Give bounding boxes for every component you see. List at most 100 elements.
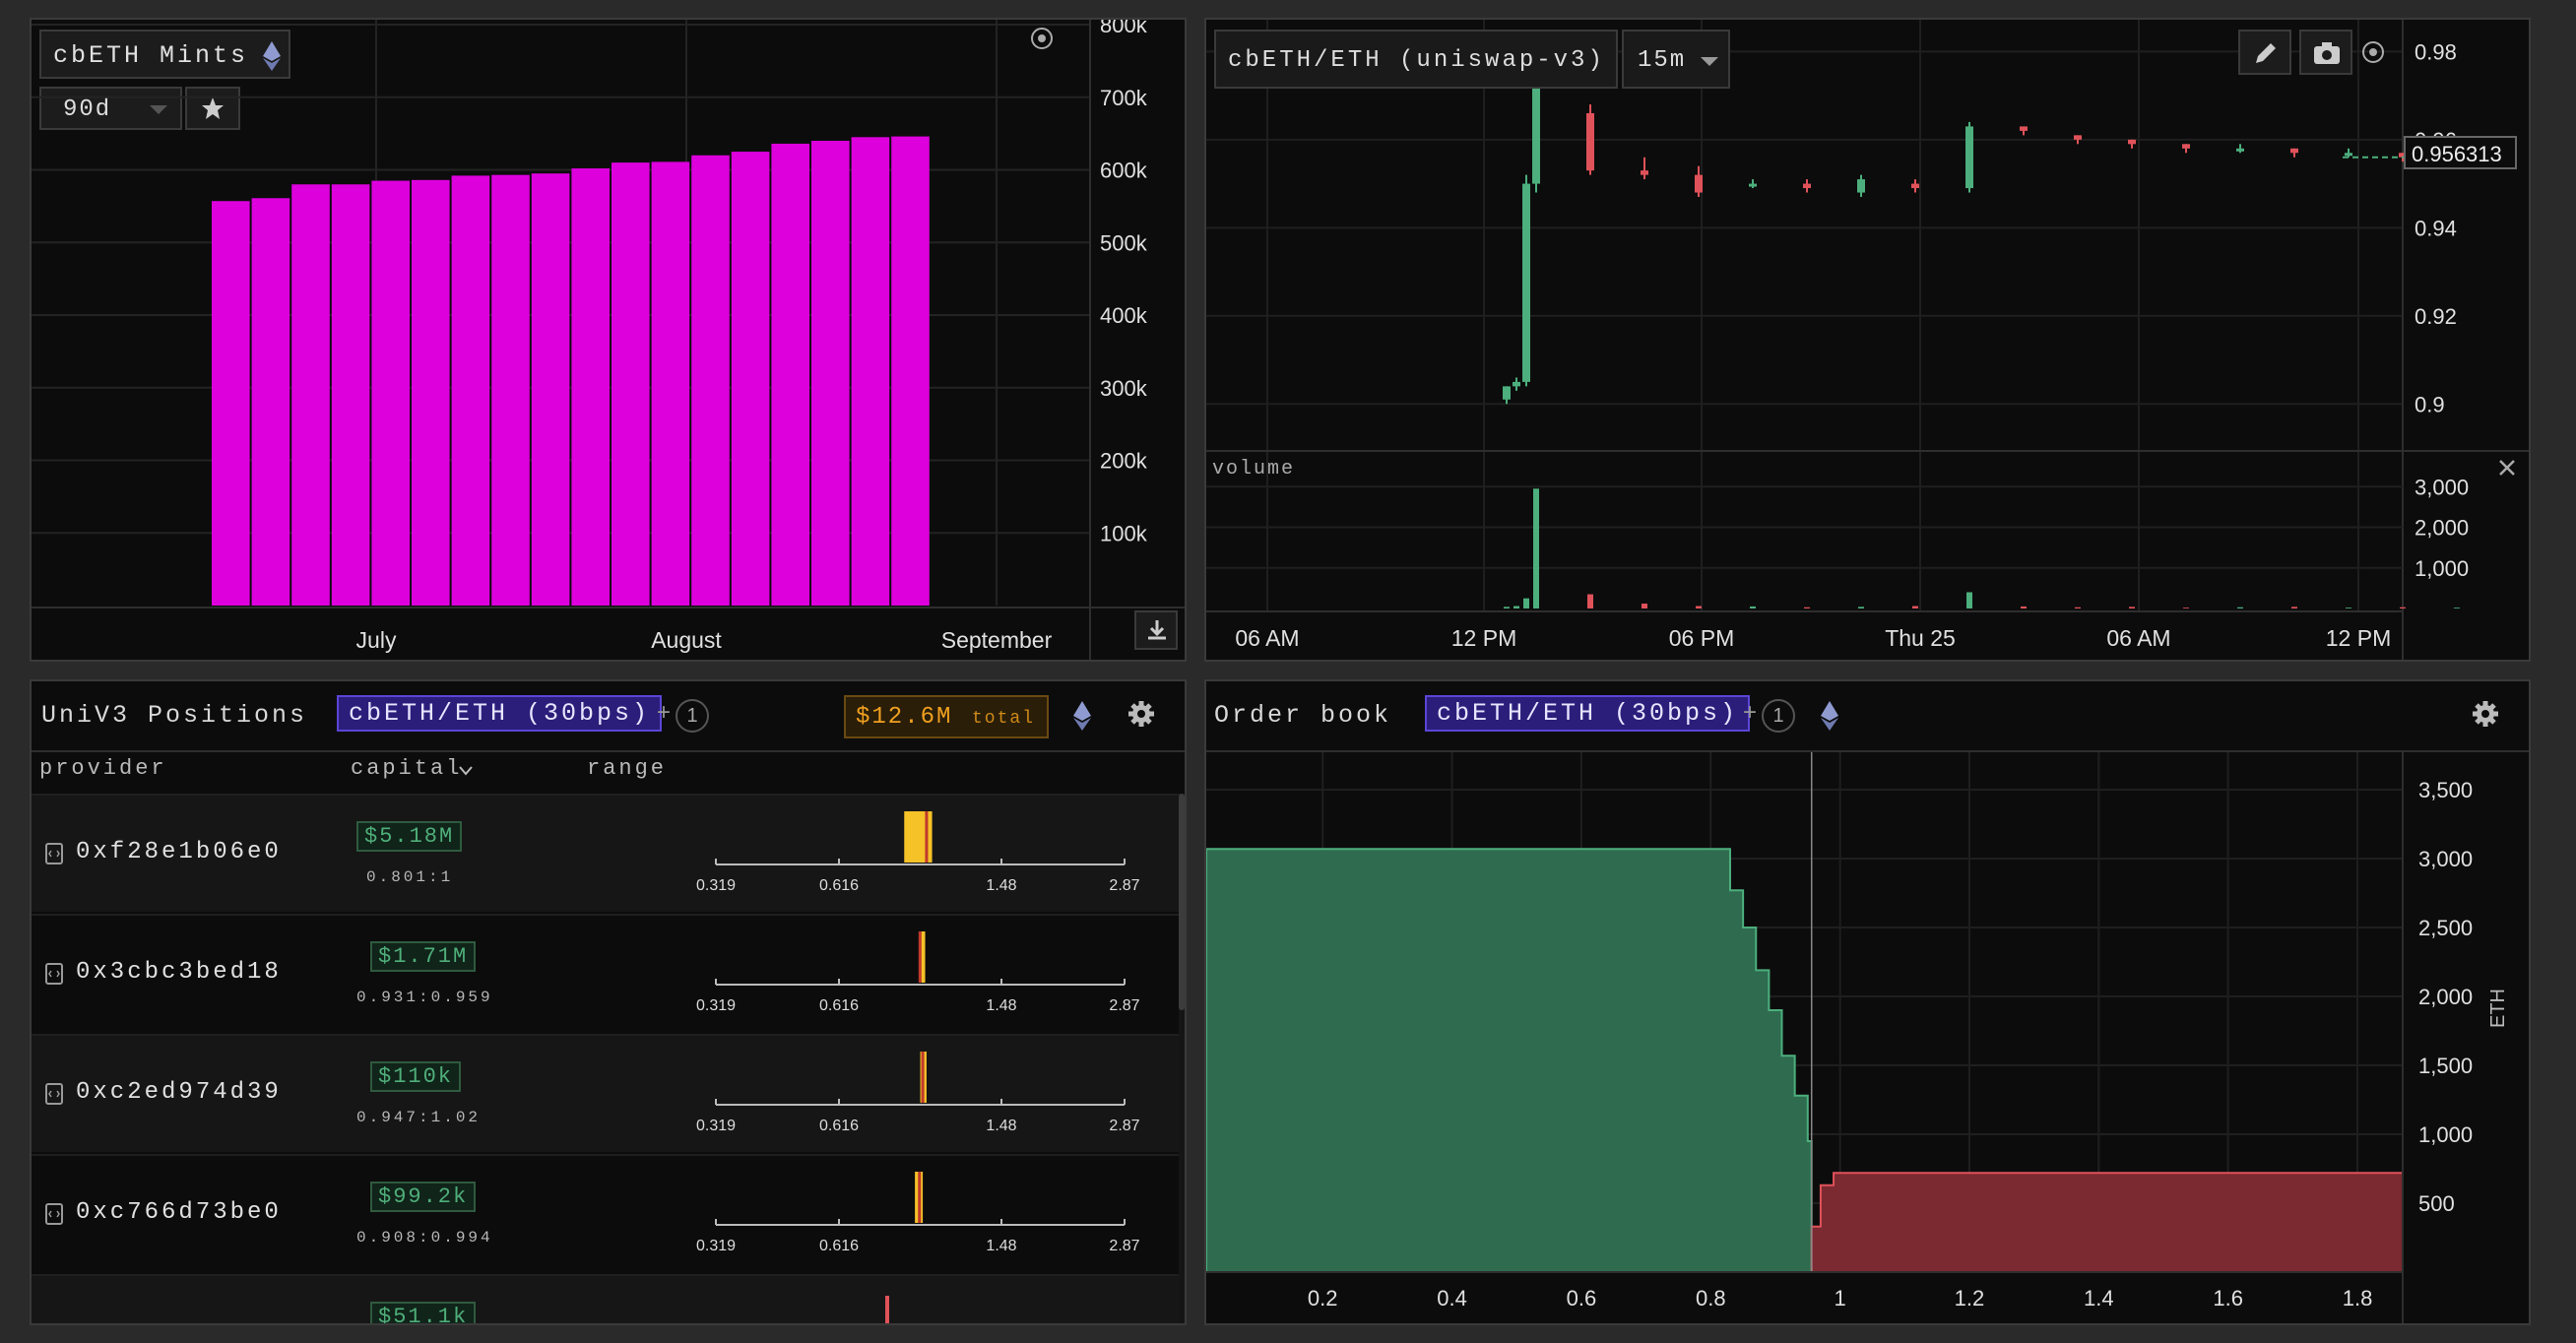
bar [691,155,730,606]
capital-value: $1.71M [370,941,477,972]
add-pair-plus[interactable]: + [657,699,672,726]
y-tick-label: 1,500 [2418,1054,2473,1078]
provider-address[interactable]: 0xc766d73be0 [76,1199,282,1226]
scrollbar-thumb[interactable] [1179,794,1185,1010]
provider-address[interactable]: 0xf28e1b06e0 [76,839,282,865]
range-mark [885,1296,889,1323]
bar [491,174,530,606]
table-row[interactable]: $51.1k [32,1274,1179,1323]
volume-tick-label: 1,000 [2415,556,2469,581]
contract-icon [45,1083,63,1105]
range-tick-label: 0.319 [696,1238,736,1254]
download-icon [1148,620,1166,640]
x-tick-label: 06 AM [1235,625,1299,651]
volume-label: volume [1212,458,1296,480]
volume-tick-label: 2,000 [2415,516,2469,541]
candle-body [1532,51,1540,184]
range-select[interactable]: 90d [39,87,182,130]
candle-body [2074,135,2082,140]
candle-body [1911,183,1919,189]
range-tick-label: 1.48 [986,1238,1016,1254]
contract-icon [45,963,63,985]
capital-value: $110k [370,1061,462,1092]
table-row[interactable]: 0xc766d73be0 $99.2k 0.908:0.994 0.319 0.6… [32,1154,1179,1272]
sort-chevron-icon[interactable] [459,766,473,776]
snapshot-button[interactable] [2299,30,2352,75]
positions-panel: UniV3 Positions cbETH/ETH (30bps) + 1 $1… [30,679,1187,1325]
positions-pair-chip[interactable]: cbETH/ETH (30bps) [337,695,663,732]
download-button[interactable] [1134,610,1178,650]
bar [212,201,250,606]
interval-value: 15m [1638,47,1687,74]
volume-tick-label: 3,000 [2415,475,2469,499]
price-marker [918,1172,922,1223]
col-capital[interactable]: capital [351,756,463,781]
candle-body [1695,174,1703,193]
x-tick-label: 12 PM [1451,625,1516,651]
x-tick-label: 0.8 [1696,1286,1726,1311]
y-tick-label: 600k [1100,159,1148,183]
mints-title-box: cbETH Mints [39,30,290,79]
volume-bar [1513,606,1519,608]
bar [811,141,850,606]
close-icon [2499,460,2515,476]
favorite-button[interactable] [185,87,240,130]
close-volume-button[interactable] [2498,459,2522,482]
range-tick-label: 2.87 [1109,1238,1139,1254]
range-tick-label: 0.319 [696,997,736,1014]
volume-bar [1912,606,1918,608]
volume-bar [1587,594,1593,608]
pencil-icon [2256,43,2276,63]
scrollbar[interactable] [1179,794,1185,1323]
target-icon[interactable] [1031,28,1053,49]
table-row[interactable]: 0xf28e1b06e0 $5.18M 0.801:1 0.319 0.616 1.… [32,794,1179,912]
col-range: range [587,756,668,781]
col-provider[interactable]: provider [39,756,167,781]
settings-button[interactable] [2471,699,2502,731]
x-tick-label: 1.2 [1955,1286,1985,1311]
header-divider [32,750,1185,752]
last-price-value: 0.956313 [2412,142,2502,166]
camera-icon [2314,42,2340,64]
x-tick-label: 1.4 [2084,1286,2114,1311]
candle-body [2290,148,2298,154]
contract-icon [45,1203,63,1225]
provider-address[interactable]: 0x3cbc3bed18 [76,959,282,986]
draw-button[interactable] [2238,30,2291,75]
orderbook-pair-chip[interactable]: cbETH/ETH (30bps) [1425,695,1751,732]
table-row[interactable]: 0xc2ed974d39 $110k 0.947:1.02 0.319 0.616… [32,1034,1179,1152]
x-tick-label: 06 AM [2106,625,2170,651]
table-row[interactable]: 0x3cbc3bed18 $1.71M 0.931:0.959 0.319 0.6… [32,914,1179,1032]
chevron-down-icon [150,105,167,114]
y-tick-label: 0.9 [2415,392,2445,416]
positions-title: UniV3 Positions [41,701,308,730]
bar [851,137,890,606]
mints-panel: cbETH Mints 90d 100k 200k 300k 400k 500k 600k… [30,18,1187,662]
bar [891,136,930,606]
candle-body [1965,126,1973,189]
candle-body [1641,170,1648,175]
bar [331,184,370,606]
volume-bar [1750,606,1756,608]
add-pair-plus[interactable]: + [1743,699,1758,726]
star-icon [202,97,224,119]
pair-count-badge: 1 [1762,699,1795,733]
target-icon[interactable] [2362,41,2384,63]
bar [371,180,410,606]
chevron-down-icon [1701,57,1718,66]
bar [651,161,690,606]
bar [251,198,290,606]
interval-select[interactable]: 15m [1622,30,1730,89]
y-tick-label: 500 [2418,1191,2455,1216]
range-tick-label: 2.87 [1109,1118,1139,1134]
bar [451,175,490,606]
settings-button[interactable] [1127,699,1158,731]
range-select-value: 90d [63,96,112,123]
range-tick-label: 0.616 [819,877,859,894]
y-tick-label: 700k [1100,86,1148,110]
volume-bar [1642,604,1647,608]
bar [412,179,450,606]
provider-address[interactable]: 0xc2ed974d39 [76,1079,282,1106]
pair-label: cbETH/ETH (uniswap-v3) [1228,47,1605,74]
y-tick-label: 500k [1100,230,1148,255]
